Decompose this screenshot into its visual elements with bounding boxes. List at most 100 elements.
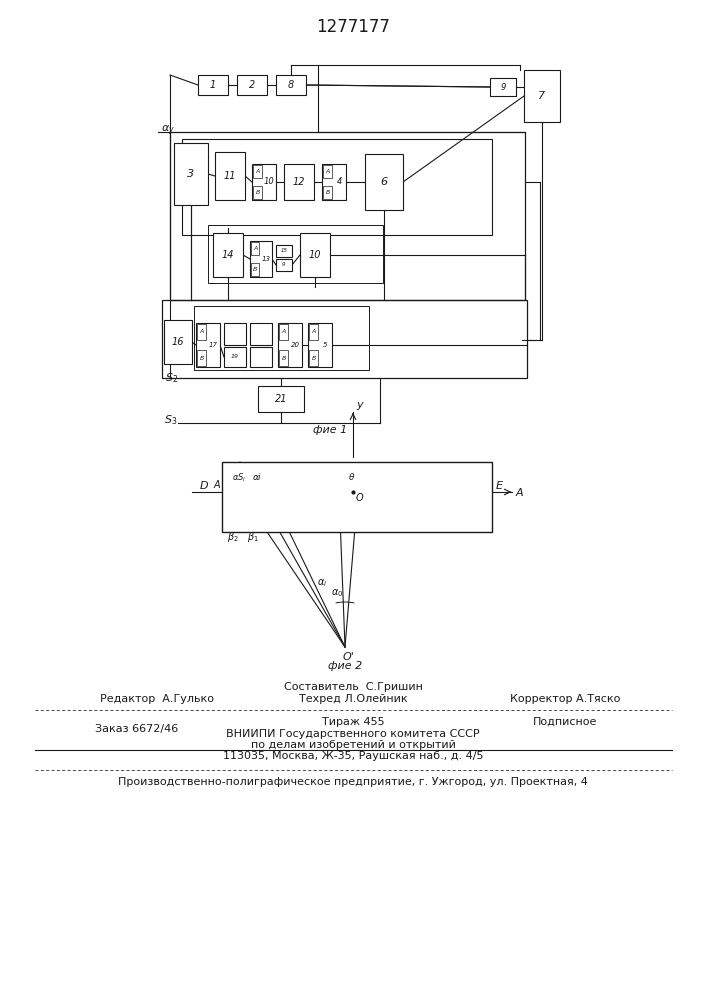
Bar [208, 225, 383, 283]
Bar [284, 164, 314, 200]
Text: 113035, Москва, Ж-35, Раушская наб., д. 4/5: 113035, Москва, Ж-35, Раушская наб., д. … [223, 751, 484, 761]
Bar [251, 263, 259, 276]
Text: 13: 13 [262, 256, 270, 262]
Bar [196, 323, 220, 367]
Text: 20: 20 [291, 342, 300, 348]
Text: 10: 10 [309, 250, 321, 260]
Text: 3: 3 [187, 169, 194, 179]
Text: $\alpha_0$: $\alpha_0$ [331, 587, 344, 599]
Bar [251, 242, 259, 255]
Bar [278, 323, 302, 367]
Bar [253, 165, 262, 178]
Text: y: y [356, 400, 363, 410]
Text: Подписное: Подписное [533, 717, 597, 727]
Text: 10: 10 [264, 178, 274, 186]
Text: Техред Л.Олейник: Техред Л.Олейник [298, 694, 407, 704]
Bar [524, 70, 560, 122]
Text: Редактор  А.Гулько: Редактор А.Гулько [100, 694, 214, 704]
Bar [162, 300, 527, 378]
Bar [309, 324, 318, 340]
Bar [194, 306, 369, 370]
Text: B: B [255, 190, 259, 195]
Text: 9: 9 [501, 83, 506, 92]
Text: A: A [199, 329, 204, 334]
Text: B: B [199, 356, 204, 361]
Bar [197, 350, 206, 366]
Text: $\beta_2$: $\beta_2$ [227, 530, 239, 544]
Text: D: D [200, 481, 209, 491]
Text: $\alpha_i$: $\alpha_i$ [317, 577, 327, 589]
Text: 21: 21 [275, 394, 287, 404]
Text: B: B [325, 190, 329, 195]
Text: 5: 5 [323, 342, 327, 348]
Bar [250, 241, 272, 277]
Text: Корректор А.Тяско: Корректор А.Тяско [510, 694, 620, 704]
Text: O: O [356, 493, 363, 503]
Bar [322, 164, 346, 200]
Bar [308, 323, 332, 367]
Text: B: B [312, 356, 316, 361]
Text: 9: 9 [282, 262, 286, 267]
Text: 15: 15 [281, 248, 288, 253]
Bar [224, 323, 246, 345]
Text: A: A [325, 169, 329, 174]
Text: $\beta_1$: $\beta_1$ [247, 530, 259, 544]
Text: A: A [516, 488, 524, 498]
Text: $\alpha S_i$: $\alpha S_i$ [232, 471, 247, 484]
Text: A: A [214, 480, 221, 490]
Bar [197, 324, 206, 340]
Bar [222, 462, 492, 532]
Text: 2: 2 [249, 80, 255, 90]
Text: 12: 12 [293, 177, 305, 187]
Bar [276, 75, 306, 95]
Text: O': O' [343, 652, 355, 662]
Text: фие 2: фие 2 [328, 661, 362, 671]
Text: ВНИИПИ Государственного комитета СССР: ВНИИПИ Государственного комитета СССР [226, 729, 480, 739]
Text: A: A [253, 246, 257, 251]
Bar [300, 233, 330, 277]
Bar [215, 152, 245, 200]
Text: 14: 14 [222, 250, 234, 260]
Bar [174, 143, 208, 205]
Bar [213, 233, 243, 277]
Bar [323, 186, 332, 199]
Bar [170, 132, 525, 300]
Text: 1277177: 1277177 [316, 18, 390, 36]
Bar [164, 320, 192, 364]
Bar [276, 259, 292, 271]
Text: A: A [255, 169, 259, 174]
Bar [253, 186, 262, 199]
Text: Заказ 6672/46: Заказ 6672/46 [95, 724, 178, 734]
Text: Тираж 455: Тираж 455 [322, 717, 385, 727]
Text: A: A [312, 329, 316, 334]
Text: $S_3$: $S_3$ [164, 413, 177, 427]
Bar [237, 75, 267, 95]
Text: $\theta$: $\theta$ [348, 471, 356, 482]
Text: A: A [281, 329, 286, 334]
Text: $\alpha_y$: $\alpha_y$ [161, 123, 175, 138]
Text: фие 1: фие 1 [313, 425, 347, 435]
Text: 16: 16 [172, 337, 185, 347]
Text: 1: 1 [210, 80, 216, 90]
Text: E: E [496, 481, 503, 491]
Bar [224, 347, 246, 367]
Text: Составитель  С.Гришин: Составитель С.Гришин [284, 682, 423, 692]
Text: B: B [281, 356, 286, 361]
Text: B: B [253, 267, 257, 272]
Text: 6: 6 [380, 177, 387, 187]
Bar [252, 164, 276, 200]
Bar [279, 350, 288, 366]
Text: по делам изобретений и открытий: по делам изобретений и открытий [250, 740, 455, 750]
Text: 19: 19 [231, 355, 239, 360]
Text: 8: 8 [288, 80, 294, 90]
Text: $S_2$: $S_2$ [165, 371, 178, 385]
Bar [309, 350, 318, 366]
Bar [250, 347, 272, 367]
Bar [490, 78, 516, 96]
Bar [182, 139, 492, 235]
Bar [198, 75, 228, 95]
Text: 7: 7 [539, 91, 546, 101]
Bar [258, 386, 304, 412]
Bar [276, 245, 292, 257]
Text: Производственно-полиграфическое предприятие, г. Ужгород, ул. Проектная, 4: Производственно-полиграфическое предприя… [118, 777, 588, 787]
